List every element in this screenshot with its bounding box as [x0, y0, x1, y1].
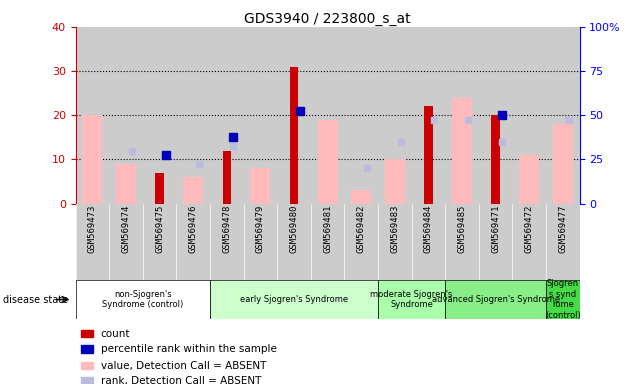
Title: GDS3940 / 223800_s_at: GDS3940 / 223800_s_at: [244, 12, 411, 26]
Bar: [290, 67, 298, 204]
Bar: [76, 204, 109, 280]
Bar: [546, 204, 580, 280]
Bar: [445, 280, 546, 319]
Text: value, Detection Call = ABSENT: value, Detection Call = ABSENT: [101, 361, 266, 371]
Bar: [491, 115, 500, 204]
Text: moderate Sjogren's
Syndrome: moderate Sjogren's Syndrome: [370, 290, 453, 309]
Text: GSM569479: GSM569479: [256, 205, 265, 253]
Bar: [351, 190, 371, 204]
Text: percentile rank within the sample: percentile rank within the sample: [101, 344, 277, 354]
Bar: [277, 27, 311, 204]
Bar: [250, 168, 270, 204]
Bar: [378, 280, 445, 319]
Text: GSM569473: GSM569473: [88, 205, 97, 253]
Bar: [210, 204, 244, 280]
Bar: [116, 164, 136, 204]
Bar: [81, 345, 93, 353]
Text: GSM569475: GSM569475: [155, 205, 164, 253]
Bar: [81, 330, 93, 337]
Bar: [311, 204, 345, 280]
Bar: [176, 204, 210, 280]
Bar: [345, 27, 378, 204]
Bar: [424, 106, 433, 204]
Bar: [143, 204, 176, 280]
Bar: [512, 27, 546, 204]
Bar: [479, 27, 512, 204]
Text: Sjogren
s synd
rome
(control): Sjogren s synd rome (control): [545, 280, 581, 319]
Bar: [81, 362, 93, 369]
Bar: [222, 151, 231, 204]
Bar: [445, 27, 479, 204]
Bar: [277, 204, 311, 280]
Text: GSM569478: GSM569478: [222, 205, 231, 253]
Bar: [210, 27, 244, 204]
Bar: [452, 98, 472, 204]
Bar: [318, 120, 338, 204]
Text: GSM569484: GSM569484: [424, 205, 433, 253]
Text: GSM569472: GSM569472: [525, 205, 534, 253]
Text: GSM569477: GSM569477: [558, 205, 567, 253]
Text: GSM569481: GSM569481: [323, 205, 332, 253]
Bar: [553, 124, 573, 204]
Text: GSM569485: GSM569485: [457, 205, 466, 253]
Bar: [378, 204, 411, 280]
Text: GSM569483: GSM569483: [391, 205, 399, 253]
Bar: [210, 280, 378, 319]
Bar: [244, 204, 277, 280]
Bar: [156, 173, 164, 204]
Text: early Sjogren's Syndrome: early Sjogren's Syndrome: [240, 295, 348, 304]
Bar: [519, 155, 539, 204]
Bar: [479, 204, 512, 280]
Text: non-Sjogren's
Syndrome (control): non-Sjogren's Syndrome (control): [102, 290, 183, 309]
Bar: [411, 27, 445, 204]
Text: GSM569474: GSM569474: [122, 205, 130, 253]
Bar: [183, 177, 203, 204]
Text: disease state: disease state: [3, 295, 68, 305]
Bar: [109, 204, 143, 280]
Text: GSM569482: GSM569482: [357, 205, 365, 253]
Bar: [378, 27, 411, 204]
Text: count: count: [101, 329, 130, 339]
Bar: [512, 204, 546, 280]
Bar: [109, 27, 143, 204]
Bar: [345, 204, 378, 280]
Bar: [385, 159, 405, 204]
Bar: [76, 280, 210, 319]
Bar: [411, 204, 445, 280]
Text: rank, Detection Call = ABSENT: rank, Detection Call = ABSENT: [101, 376, 261, 384]
Bar: [244, 27, 277, 204]
Bar: [445, 204, 479, 280]
Bar: [143, 27, 176, 204]
Bar: [76, 27, 109, 204]
Text: advanced Sjogren's Syndrome: advanced Sjogren's Syndrome: [432, 295, 559, 304]
Bar: [176, 27, 210, 204]
Text: GSM569476: GSM569476: [189, 205, 198, 253]
Bar: [546, 280, 580, 319]
Text: GSM569471: GSM569471: [491, 205, 500, 253]
Bar: [83, 115, 103, 204]
Text: GSM569480: GSM569480: [290, 205, 299, 253]
Bar: [546, 27, 580, 204]
Bar: [81, 377, 93, 384]
Bar: [311, 27, 345, 204]
